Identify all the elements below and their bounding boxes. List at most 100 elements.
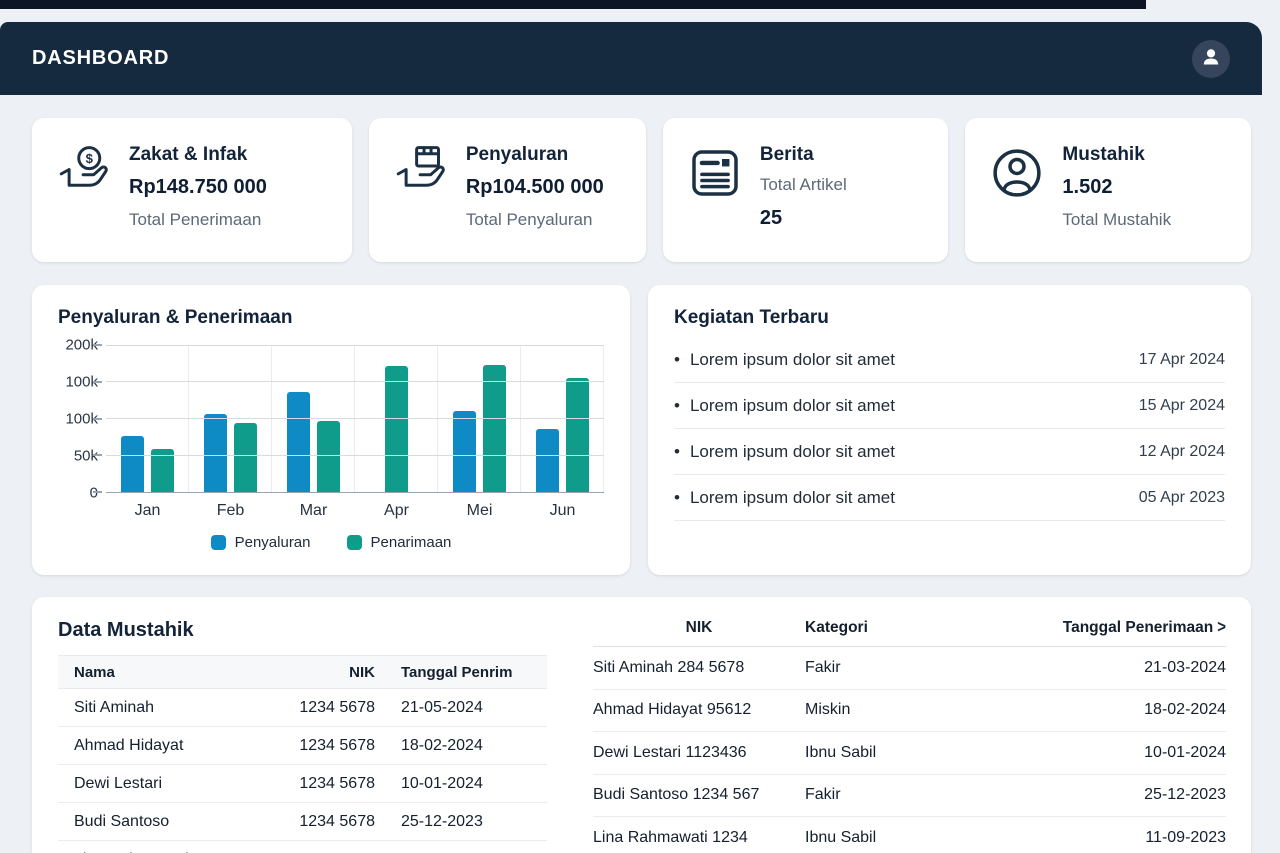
chevron-right-icon: > (1217, 617, 1226, 638)
bar-penyaluran-jan (120, 436, 144, 492)
cell-nama: Siti Aminah (74, 698, 155, 716)
chart-tick (93, 417, 102, 420)
chart-plot (93, 344, 604, 493)
cell-tanggal: 25-12-2023 (401, 812, 483, 830)
stat-value: 1.502 (1062, 176, 1113, 198)
cell-nik: Budi Santoso 1234 567 (593, 786, 760, 804)
mustahik-table: Nama NIK Tanggal Penrim Siti Aminah 1234 … (58, 655, 547, 853)
mustahik-table-title: Data Mustahik (58, 619, 194, 641)
y-axis-label: 100k (65, 373, 98, 391)
table-row: Ahmad Hidayat 95612 Miskin 18-02-2024 (593, 690, 1226, 732)
legend-swatch (210, 535, 226, 550)
stat-card-zakat: $ Zakat & Infak Rp148.750 000 Total Pene… (32, 118, 352, 262)
cell-nik: Lina Rahmawati 1234 (593, 828, 748, 846)
cell-nik: 1234 5678 (299, 812, 375, 830)
app-header: DASHBOARD (0, 22, 1262, 95)
bar-group-jun (521, 345, 604, 492)
stat-value: 25 (759, 207, 783, 229)
cell-nama: Dewi Lestari (74, 774, 163, 792)
column-header-tanggal: Tanggal Penrim (401, 663, 513, 681)
cell-kategori: Fakir (805, 786, 841, 804)
activity-date: 15 Apr 2024 (1138, 396, 1225, 414)
legend-item-penarimaan[interactable]: Penarimaan (346, 534, 451, 551)
stat-title: Zakat & Infak (129, 144, 248, 165)
cell-kategori: Ibnu Sabil (805, 828, 877, 846)
cell-kategori: Fakir (805, 658, 841, 676)
bar-penarimaan-mar (316, 421, 340, 492)
x-axis-label: Mar (299, 502, 328, 519)
column-header-kategori: Kategori (805, 618, 868, 636)
cell-tanggal: 11-09-2023 (1145, 828, 1226, 846)
activity-item: Lorem ipsum dolor sit amet 12 Apr 2024 (674, 429, 1225, 475)
cell-kategori: Ibnu Sabil (805, 743, 877, 761)
activity-date: 05 Apr 2023 (1138, 488, 1225, 506)
cell-nik: 1234 5678 (299, 774, 375, 792)
user-icon (1199, 45, 1223, 72)
chart-legend: Penyaluran Penarimaan (58, 534, 604, 551)
page-title: DASHBOARD (32, 47, 170, 69)
cell-nik: 1234 5678 (257, 851, 385, 853)
cell-tanggal: 18-02-2024 (401, 736, 483, 754)
stat-value: Rp104.500 000 (465, 176, 604, 198)
sort-tanggal-penerimaan[interactable]: Tanggal Penerimaan > (988, 617, 1226, 638)
chart-x-axis: Jan Feb Mar Apr Mei Jun (106, 493, 604, 520)
chart-tick (93, 454, 102, 457)
chart-card: Penyaluran & Penerimaan 0 50k 100k 100k 200k… (32, 285, 630, 575)
x-axis-label: Apr (384, 502, 409, 519)
cell-tanggal: 10-01-2024 (1144, 743, 1226, 761)
table-row: Lina Rahmawati 1234 Ibnu Sabil 11-09-2023 (593, 817, 1226, 853)
activity-item: Lorem ipsum dolor sit amet 17 Apr 2024 (674, 337, 1225, 383)
cell-nik: Ahmad Hidayat 95612 (593, 701, 752, 719)
bar-group-mei (438, 345, 521, 492)
person-circle-icon (989, 145, 1045, 201)
newspaper-icon (687, 145, 743, 201)
activity-text: Lorem ipsum dolor sit amet (674, 350, 895, 370)
chart-gridline (106, 344, 604, 346)
y-axis-label: 0 (89, 484, 98, 502)
chart-tick (93, 344, 102, 346)
stat-subtitle: Total Penerimaan (129, 210, 262, 229)
cell-tanggal: 21-05-2024 (401, 698, 483, 716)
stat-card-berita: Berita Total Artikel 25 (662, 118, 949, 262)
bar-penyaluran-feb (203, 414, 227, 492)
chart-gridline (106, 492, 604, 493)
cell-kategori: Miskin (805, 701, 851, 719)
y-axis-label: 50k (73, 447, 98, 465)
legend-item-penyaluran[interactable]: Penyaluran (210, 534, 311, 551)
table-row: Dewi Lestari 1234 5678 10-01-2024 (58, 765, 547, 803)
activity-item: Lorem ipsum dolor sit amet 15 Apr 2024 (674, 383, 1225, 429)
chart-gridline (106, 418, 604, 419)
detail-table-header: NIK Kategori Tanggal Penerimaan > (593, 609, 1226, 647)
stat-card-mustahik: Mustahik 1.502 Total Mustahik (965, 118, 1251, 262)
x-axis-label: Feb (216, 502, 245, 519)
stat-subtitle: Total Mustahik (1062, 210, 1172, 229)
chart-tick (93, 491, 102, 493)
y-axis-label: 200k (65, 336, 98, 354)
stat-title: Penyaluran (465, 144, 569, 165)
legend-label: Penyaluran (234, 534, 311, 551)
mustahik-table-header: Nama NIK Tanggal Penrim (58, 655, 547, 689)
cell-nama: Lina Rahmawati (74, 851, 257, 853)
table-row: Budi Santoso 1234 567 Fakir 25-12-2023 (593, 775, 1226, 817)
activity-card: Kegiatan Terbaru Lorem ipsum dolor sit a… (648, 285, 1251, 575)
cell-nama: Ahmad Hidayat (74, 736, 184, 754)
bar-group-mar (272, 345, 355, 492)
stat-title: Berita (759, 144, 814, 165)
activity-date: 17 Apr 2024 (1138, 350, 1225, 368)
activity-text: Lorem ipsum dolor sit amet (674, 396, 895, 416)
cell-tanggal: 18-02-2024 (1144, 701, 1226, 719)
stat-subtitle: Total Penyaluran (465, 210, 593, 229)
bar-penyaluran-mei (452, 411, 476, 492)
bar-penarimaan-mei (482, 365, 506, 492)
stat-subtitle: Total Artikel (759, 175, 847, 194)
avatar-button[interactable] (1192, 39, 1230, 78)
cell-tanggal: 10-01-2024 (401, 774, 483, 792)
y-axis-label: 100k (65, 410, 98, 428)
cell-nik: Dewi Lestari 1123436 (593, 743, 747, 761)
chart-gridline (106, 454, 604, 456)
column-header-tanggal: Tanggal Penerimaan (1062, 618, 1214, 636)
detail-table-body: Siti Aminah 284 5678 Fakir 21-03-2024 Ahmad… (593, 647, 1226, 853)
activity-item: Lorem ipsum dolor sit amet 05 Apr 2023 (674, 475, 1225, 521)
